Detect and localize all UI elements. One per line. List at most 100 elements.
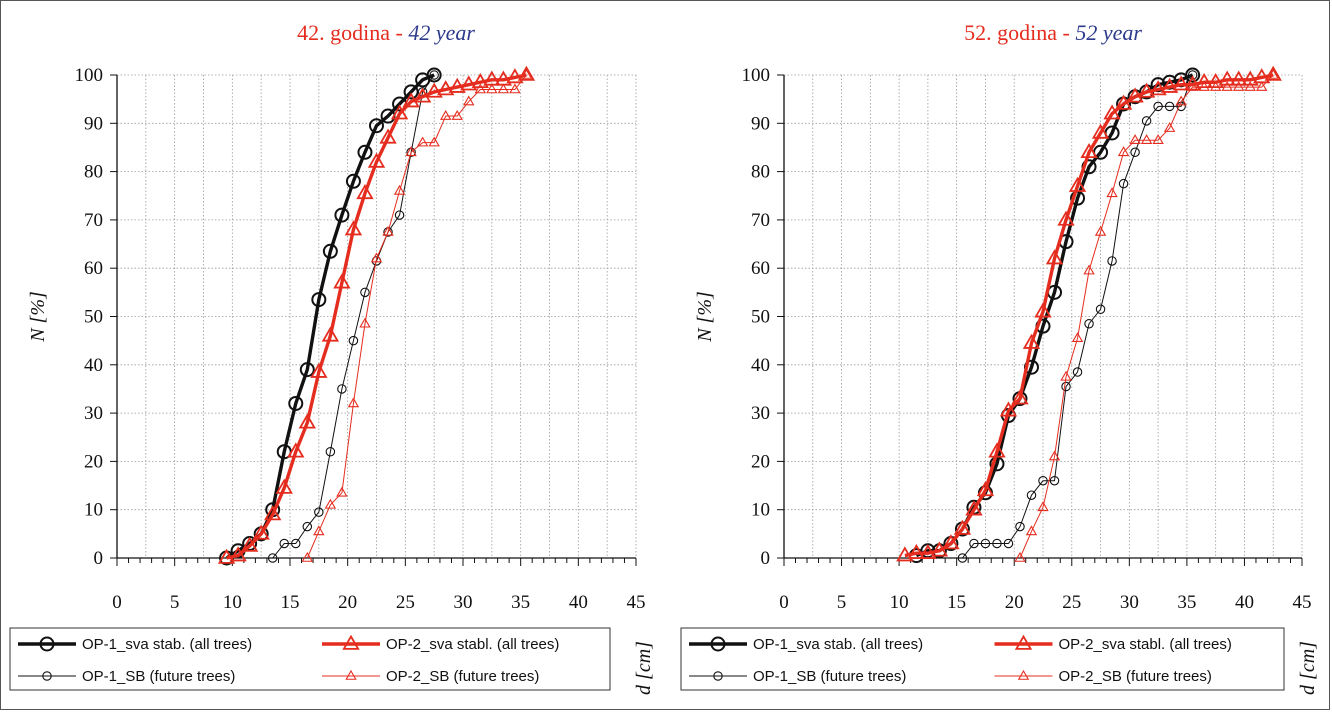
y-tick-label: 60 bbox=[84, 258, 103, 279]
legend-item-4: OP-2_SB (future trees) bbox=[994, 668, 1212, 685]
series-point bbox=[356, 184, 374, 200]
series-line bbox=[306, 74, 527, 559]
series-point bbox=[393, 184, 406, 195]
series-point bbox=[359, 317, 371, 328]
series-point bbox=[301, 551, 314, 562]
series-point bbox=[390, 104, 409, 120]
series-point bbox=[1080, 142, 1098, 159]
series-point bbox=[1045, 249, 1064, 265]
series-point bbox=[1195, 72, 1213, 89]
series-point bbox=[347, 397, 360, 408]
series-point bbox=[980, 538, 991, 549]
series-point bbox=[321, 326, 340, 342]
y-tick-label: 40 bbox=[751, 355, 770, 376]
series-point bbox=[291, 538, 301, 549]
series-point bbox=[413, 87, 432, 103]
series-point bbox=[369, 118, 384, 134]
series-point bbox=[217, 548, 236, 564]
y-axis-title: N [%] bbox=[694, 291, 716, 343]
series-point bbox=[930, 541, 949, 557]
legend-item-3: OP-1_SB (future trees) bbox=[18, 668, 235, 685]
series-point bbox=[1022, 333, 1041, 349]
legend-label: OP-1_sva stab. (all trees) bbox=[753, 636, 923, 653]
x-tick-label: 15 bbox=[947, 592, 966, 613]
x-tick-label: 10 bbox=[223, 592, 242, 613]
series-point bbox=[896, 546, 914, 562]
chart-title: 42. godina - 42 year bbox=[297, 20, 475, 45]
series-point bbox=[1221, 80, 1233, 91]
chart-subtitle: 42 year bbox=[408, 20, 475, 45]
series-point bbox=[1061, 381, 1071, 392]
series-point bbox=[425, 82, 443, 98]
legend-label: OP-1_SB (future trees) bbox=[753, 668, 906, 685]
series-point bbox=[965, 500, 983, 516]
legend-item-2: OP-2_sva stabl. (all trees) bbox=[994, 634, 1232, 653]
series-point bbox=[1107, 256, 1117, 266]
series-point bbox=[324, 498, 337, 509]
series-point bbox=[428, 136, 440, 147]
series-point bbox=[310, 362, 328, 378]
series-point bbox=[1037, 501, 1049, 512]
series-line bbox=[1019, 74, 1274, 559]
legend-box bbox=[9, 627, 611, 691]
series-point bbox=[1038, 475, 1048, 486]
series-point bbox=[506, 68, 524, 84]
series-point bbox=[1103, 104, 1121, 120]
x-tick-label: 45 bbox=[627, 592, 646, 613]
series-point bbox=[483, 70, 501, 86]
series-point bbox=[451, 109, 463, 120]
series-line bbox=[915, 73, 1194, 558]
series-point bbox=[1253, 68, 1271, 84]
series-point bbox=[517, 65, 536, 81]
series-point bbox=[1072, 367, 1083, 377]
series-point bbox=[322, 243, 338, 259]
series-point bbox=[1198, 80, 1210, 91]
series-line bbox=[272, 74, 435, 559]
series-point bbox=[1003, 538, 1014, 549]
series-point bbox=[1091, 123, 1110, 139]
series-2 bbox=[896, 65, 1282, 562]
x-tick-label: 35 bbox=[1177, 592, 1196, 613]
x-tick-label: 0 bbox=[779, 592, 789, 613]
series-1 bbox=[908, 67, 1201, 564]
series-point bbox=[287, 442, 305, 458]
y-tick-label: 70 bbox=[84, 210, 103, 231]
x-tick-label: 15 bbox=[281, 592, 300, 613]
legend-item-3: OP-1_SB (future trees) bbox=[689, 668, 906, 685]
x-tick-label: 30 bbox=[1120, 592, 1139, 613]
legend-label: OP-1_SB (future trees) bbox=[82, 668, 235, 685]
legend-swatch-marker bbox=[713, 671, 723, 681]
x-tick-label: 5 bbox=[170, 592, 180, 613]
legend-swatch-marker bbox=[710, 636, 726, 652]
series-point bbox=[1244, 80, 1256, 91]
y-tick-label: 80 bbox=[84, 162, 103, 183]
series-point bbox=[1034, 302, 1052, 318]
series-point bbox=[471, 72, 489, 89]
series-point bbox=[497, 83, 510, 94]
series-point bbox=[1026, 490, 1037, 500]
y-tick-label: 40 bbox=[84, 355, 103, 376]
series-point bbox=[403, 84, 419, 100]
series-point bbox=[1209, 80, 1222, 91]
series-point bbox=[229, 546, 247, 562]
series-point bbox=[275, 478, 293, 494]
y-tick-label: 80 bbox=[751, 162, 770, 183]
y-tick-label: 60 bbox=[751, 258, 770, 279]
legend-label: OP-2_SB (future trees) bbox=[386, 668, 539, 685]
chart-panel-2: 52. godina - 52 year 0 5 10 15 20 25 30 35 40 45 0 1… bbox=[680, 20, 1319, 695]
series-3 bbox=[267, 70, 439, 563]
series-line bbox=[904, 73, 1274, 558]
series-point bbox=[460, 75, 478, 91]
y-tick-label: 100 bbox=[75, 65, 104, 86]
series-point bbox=[313, 525, 325, 536]
chart-title-main: 42. godina bbox=[297, 20, 390, 45]
series-point bbox=[509, 83, 521, 94]
x-tick-label: 25 bbox=[396, 592, 415, 613]
series-point bbox=[360, 287, 370, 298]
series-point bbox=[1160, 77, 1179, 93]
y-tick-label: 10 bbox=[84, 500, 103, 521]
series-point bbox=[1071, 332, 1084, 343]
series-point bbox=[1118, 178, 1129, 189]
x-tick-label: 5 bbox=[837, 592, 847, 613]
